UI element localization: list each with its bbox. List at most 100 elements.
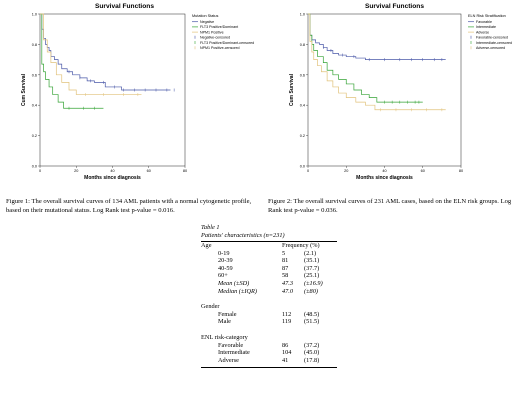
x-tick-label: 0 xyxy=(307,169,309,173)
table-row: 60+ 58 (25.1) xyxy=(201,272,337,280)
y-tick-label: 0.8 xyxy=(300,43,305,47)
row-label: Male xyxy=(218,318,231,326)
row-percent: (25.1) xyxy=(304,272,320,280)
table-row: Adverse 41 (17.8) xyxy=(201,357,337,365)
row-label: 60+ xyxy=(218,272,228,280)
risk-heading-row: ENL risk-category xyxy=(201,334,337,342)
y-tick-label: 0.8 xyxy=(32,43,37,47)
table-top-rule xyxy=(201,241,337,242)
y-axis-label: Cum Survival xyxy=(21,73,27,106)
table-row: 40-59 87 (37.7) xyxy=(201,265,337,273)
x-tick-label: 80 xyxy=(183,169,187,173)
series-line-2 xyxy=(308,13,446,111)
series-line-0 xyxy=(308,13,446,60)
x-axis-label: Months since diagnosis xyxy=(356,175,413,181)
series-line-1 xyxy=(308,13,423,103)
row-count: 47.0 xyxy=(282,287,294,295)
y-tick-label: 0.0 xyxy=(32,165,37,169)
table-row: Favorable 86 (37.2) xyxy=(201,342,337,350)
row-percent: (45.0) xyxy=(304,349,320,357)
table-body: Age Frequency (%) 0-19 5 (2.1) 20-39 81 (35.1… xyxy=(201,242,337,364)
row-count: 119 xyxy=(282,318,292,326)
x-tick-label: 20 xyxy=(344,169,348,173)
table-row: Intermediate 104 (45.0) xyxy=(201,349,337,357)
row-label: Adverse xyxy=(218,356,239,364)
y-tick-label: 0.2 xyxy=(300,134,305,138)
gender-heading-row: Gender xyxy=(201,303,337,311)
legend-entry: Favorable xyxy=(476,20,492,24)
plot-area xyxy=(307,13,462,167)
x-tick-label: 80 xyxy=(459,169,463,173)
legend-entry: NPM1 Positive-censored xyxy=(200,46,240,50)
row-label: Mean (±SD) xyxy=(218,279,250,287)
y-tick-label: 0.4 xyxy=(300,104,305,108)
row-percent: (35.1) xyxy=(304,257,320,265)
table-row: Mean (±SD) 47.3 (±16.9) xyxy=(201,280,337,288)
x-tick-label: 20 xyxy=(74,169,78,173)
row-count: 87 xyxy=(282,264,289,272)
y-tick-label: 0.6 xyxy=(300,73,305,77)
table-row: Median (±IQR) 47.0 (±80) xyxy=(201,288,337,296)
table-row: Female 112 (48.5) xyxy=(201,311,337,319)
chart-title: Survival Functions xyxy=(365,3,424,10)
row-percent: (2.1) xyxy=(304,249,317,257)
table-row: Male 119 (51.5) xyxy=(201,318,337,326)
row-count: 47.3 xyxy=(282,279,294,287)
row-percent: (±80) xyxy=(304,287,318,295)
row-label: 0-19 xyxy=(218,249,230,257)
row-percent: (37.2) xyxy=(304,341,320,349)
row-count: 41 xyxy=(282,356,289,364)
y-tick-label: 0.2 xyxy=(32,134,37,138)
figure-2-chart: Survival Functions 0.0 0.2 0.4 0.6 0.8 1.0 0 20 4… xyxy=(262,0,520,220)
table-label: Table 1 xyxy=(201,224,220,231)
row-label: 40-59 xyxy=(218,264,233,272)
legend-entry: Intermediate xyxy=(476,25,496,29)
y-tick-label: 0.0 xyxy=(300,165,305,169)
row-count: 104 xyxy=(282,349,292,357)
x-tick-label: 40 xyxy=(382,169,386,173)
legend-entry: FLT3 Positive/Dominant-censored xyxy=(200,41,254,45)
legend-entry: Adverse xyxy=(476,30,489,34)
row-count: 58 xyxy=(282,272,289,280)
row-percent: (48.5) xyxy=(304,310,320,318)
legend-entry: NPM1 Positive xyxy=(200,30,224,34)
row-count: 81 xyxy=(282,257,289,265)
legend-entry: FLT3 Positive/Dominant xyxy=(200,25,238,29)
legend-title: Mutation Status xyxy=(192,14,218,18)
table-row: 0-19 5 (2.1) xyxy=(201,250,337,258)
row-label: Intermediate xyxy=(218,349,250,357)
patients-table: Table 1 Patients' characteristics (n=231… xyxy=(201,224,337,369)
table-row: 20-39 81 (35.1) xyxy=(201,257,337,265)
header-variable: Age xyxy=(201,242,212,249)
figure-2-caption: Figure 2: The overall survival curves of… xyxy=(268,198,512,214)
figure-1-caption: Figure 1: The overall survival curves of… xyxy=(6,198,252,214)
row-count: 5 xyxy=(282,249,286,257)
row-count: 112 xyxy=(282,310,292,318)
x-tick-label: 0 xyxy=(39,169,41,173)
x-tick-label: 40 xyxy=(110,169,114,173)
y-tick-label: 1.0 xyxy=(300,13,305,17)
row-label: Favorable xyxy=(218,341,244,349)
table-title: Patients' characteristics (n=231) xyxy=(201,232,285,239)
series-line-2 xyxy=(40,13,142,95)
legend-entry: Negative xyxy=(200,20,214,24)
y-tick-label: 1.0 xyxy=(32,13,37,17)
row-percent: (37.7) xyxy=(304,264,320,272)
row-label: 20-39 xyxy=(218,257,233,265)
table-header-row: Age Frequency (%) xyxy=(201,242,337,250)
legend-title: ELN Risk Stratification xyxy=(468,14,506,18)
gender-heading: Gender xyxy=(201,303,220,311)
legend-entry: Adverse-censored xyxy=(476,46,505,50)
y-axis-label: Cum Survival xyxy=(289,73,295,106)
row-percent: (51.5) xyxy=(304,318,320,326)
table-bottom-rule xyxy=(201,367,337,369)
legend-entry: Negative-censored xyxy=(200,36,230,40)
y-tick-label: 0.4 xyxy=(32,104,37,108)
x-tick-label: 60 xyxy=(421,169,425,173)
legend-entry: Intermediate-censored xyxy=(476,41,512,45)
header-frequency: Frequency (%) xyxy=(282,242,320,249)
row-percent: (17.8) xyxy=(304,356,320,364)
row-count: 86 xyxy=(282,341,289,349)
x-axis-label: Months since diagnosis xyxy=(84,175,141,181)
legend-entry: Favorable-censored xyxy=(476,36,508,40)
